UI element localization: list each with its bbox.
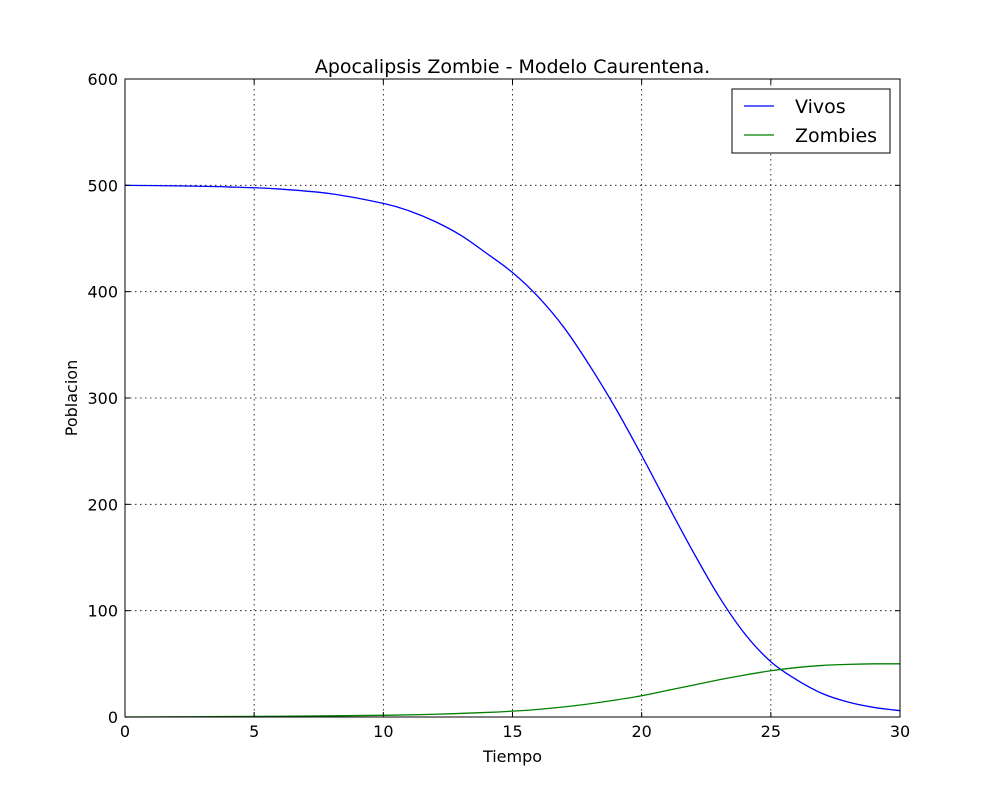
x-tick-label: 0 xyxy=(120,722,130,741)
x-tick-label: 25 xyxy=(761,722,781,741)
x-tick-label: 10 xyxy=(373,722,393,741)
y-tick-label: 500 xyxy=(87,176,118,195)
series-lines xyxy=(124,184,901,718)
x-tick-label: 15 xyxy=(502,722,522,741)
chart-title: Apocalipsis Zombie - Modelo Caurentena. xyxy=(315,56,710,78)
legend: Vivos Zombies xyxy=(731,88,891,154)
legend-box xyxy=(731,88,891,154)
legend-label-zombies: Zombies xyxy=(795,125,877,147)
x-tick-label: 20 xyxy=(631,722,651,741)
x-tick-label: 5 xyxy=(249,722,259,741)
y-tick-label: 400 xyxy=(87,283,118,302)
y-tick-label: 100 xyxy=(87,602,118,621)
y-axis-label: Poblacion xyxy=(62,360,81,436)
x-tick-label: 30 xyxy=(890,722,910,741)
y-tick-label: 0 xyxy=(108,708,118,727)
y-tick-label: 600 xyxy=(87,70,118,89)
y-tick-label: 200 xyxy=(87,495,118,514)
series-line-zombies xyxy=(124,663,901,718)
legend-label-vivos: Vivos xyxy=(795,96,846,118)
y-tick-label: 300 xyxy=(87,389,118,408)
grid xyxy=(124,78,901,718)
series-line-vivos xyxy=(124,184,901,712)
x-axis-label: Tiempo xyxy=(482,747,542,766)
